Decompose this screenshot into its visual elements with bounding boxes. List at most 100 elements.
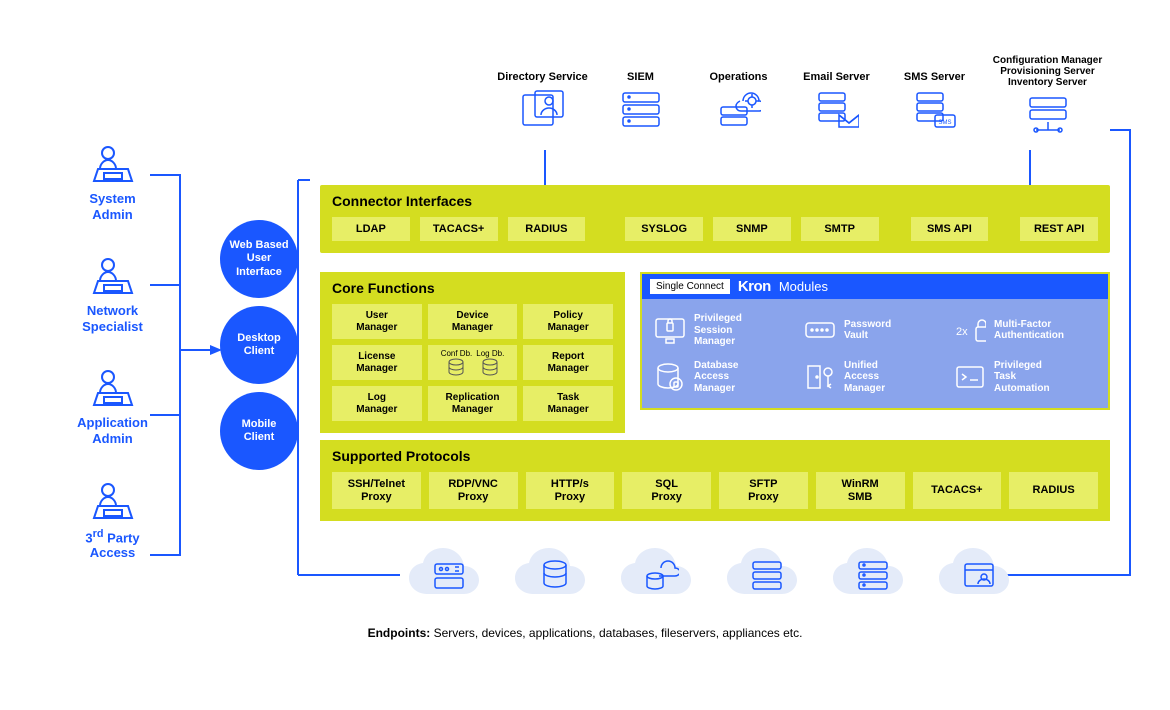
cf-databases: Conf Db. Log Db. <box>428 345 518 380</box>
svc-sms: SMS Server SMS <box>887 55 982 134</box>
modules-badge: Single Connect <box>650 279 730 294</box>
mod-mfa: 2x Multi-FactorAuthentication <box>954 313 1096 348</box>
client-mobile: MobileClient <box>220 392 298 470</box>
user-label: 3rd PartyAccess <box>85 528 139 562</box>
sp-winrm: WinRMSMB <box>816 472 905 509</box>
mod-dam: DatabaseAccessManager <box>654 360 796 395</box>
panel-title: Supported Protocols <box>332 448 1098 464</box>
person-laptop-icon <box>90 257 136 297</box>
svg-text:2x: 2x <box>956 326 968 338</box>
database-icon <box>540 559 570 591</box>
panel-connector-interfaces: Connector Interfaces LDAP TACACS+ RADIUS… <box>320 185 1110 253</box>
cf-log-manager: LogManager <box>332 386 422 421</box>
sp-sftp: SFTPProxy <box>719 472 808 509</box>
ci-restapi: REST API <box>1020 217 1098 241</box>
db-access-icon <box>654 362 686 392</box>
user-system-admin: SystemAdmin <box>55 145 170 222</box>
ci-ldap: LDAP <box>332 217 410 241</box>
endpoint-cloud <box>829 546 917 604</box>
user-3rd-party: 3rd PartyAccess <box>55 482 170 562</box>
sms-server-icon: SMS <box>913 89 957 129</box>
cf-replication-manager: ReplicationManager <box>428 386 518 421</box>
modules-brand: Kron <box>738 278 771 295</box>
person-laptop-icon <box>90 482 136 522</box>
endpoint-cloud <box>405 546 493 604</box>
panel-supported-protocols: Supported Protocols SSH/TelnetProxy RDP/… <box>320 440 1110 521</box>
cf-license-manager: LicenseManager <box>332 345 422 380</box>
endpoint-cloud <box>723 546 811 604</box>
database-icon <box>447 358 465 376</box>
cf-user-manager: UserManager <box>332 304 422 339</box>
server-icon <box>856 559 890 591</box>
cf-device-manager: DeviceManager <box>428 304 518 339</box>
email-server-icon <box>815 89 859 129</box>
svc-config-mgr: Configuration ManagerProvisioning Server… <box>985 55 1110 134</box>
browser-icon <box>962 560 996 590</box>
panel-title: Connector Interfaces <box>332 193 1098 209</box>
mod-pta: PrivilegedTaskAutomation <box>954 360 1096 395</box>
svc-operations: Operations <box>691 55 786 134</box>
svc-siem: SIEM <box>593 55 688 134</box>
panel-title: Core Functions <box>332 280 613 296</box>
cf-task-manager: TaskManager <box>523 386 613 421</box>
vault-icon <box>804 315 836 345</box>
sp-ssh: SSH/TelnetProxy <box>332 472 421 509</box>
endpoints-caption: Endpoints: Servers, devices, application… <box>0 626 1170 640</box>
endpoints-row <box>405 546 1023 604</box>
operations-icon <box>717 89 761 129</box>
endpoint-cloud <box>617 546 705 604</box>
user-roles-column: SystemAdmin NetworkSpecialist Applicatio… <box>55 145 170 596</box>
user-application-admin: ApplicationAdmin <box>55 369 170 446</box>
endpoint-cloud <box>935 546 1023 604</box>
panel-modules: Single Connect Kron Modules PrivilegedSe… <box>640 272 1110 410</box>
db-cloud-icon <box>643 558 679 592</box>
svc-directory: Directory Service <box>495 55 590 134</box>
sp-tacacs: TACACS+ <box>913 472 1002 509</box>
modules-title: Modules <box>779 279 828 294</box>
modules-header: Single Connect Kron Modules <box>642 274 1108 299</box>
client-circles: Web BasedUserInterface DesktopClient Mob… <box>220 220 298 478</box>
architecture-diagram: SystemAdmin NetworkSpecialist Applicatio… <box>0 0 1170 710</box>
ci-smtp: SMTP <box>801 217 879 241</box>
user-label: SystemAdmin <box>89 191 135 222</box>
ci-tacacs: TACACS+ <box>420 217 498 241</box>
server-icon <box>619 89 663 129</box>
sp-rdp: RDP/VNCProxy <box>429 472 518 509</box>
user-label: NetworkSpecialist <box>82 303 143 334</box>
door-key-icon <box>804 362 836 392</box>
inventory-server-icon <box>1026 94 1070 134</box>
ci-radius: RADIUS <box>508 217 586 241</box>
person-laptop-icon <box>90 145 136 185</box>
endpoint-cloud <box>511 546 599 604</box>
sp-sql: SQLProxy <box>622 472 711 509</box>
sp-radius: RADIUS <box>1009 472 1098 509</box>
session-icon <box>654 315 686 345</box>
automation-icon <box>954 362 986 392</box>
person-laptop-icon <box>90 369 136 409</box>
sp-http: HTTP/sProxy <box>526 472 615 509</box>
svc-email: Email Server <box>789 55 884 134</box>
panel-core-functions: Core Functions UserManager DeviceManager… <box>320 272 625 433</box>
db-log-label: Log Db. <box>476 349 504 358</box>
caption-bold: Endpoints: <box>368 626 431 640</box>
mfa-icon: 2x <box>954 315 986 345</box>
ci-smsapi: SMS API <box>911 217 989 241</box>
external-services-row: Directory Service SIEM Operations Email … <box>495 55 1110 134</box>
mod-psm: PrivilegedSessionManager <box>654 313 796 348</box>
ci-syslog: SYSLOG <box>625 217 703 241</box>
cf-policy-manager: PolicyManager <box>523 304 613 339</box>
database-icon <box>481 358 499 376</box>
network-icon <box>431 560 467 590</box>
mod-vault: PasswordVault <box>804 313 946 348</box>
server-icon <box>750 559 784 591</box>
client-web: Web BasedUserInterface <box>220 220 298 298</box>
db-conf-label: Conf Db. <box>441 349 473 358</box>
user-label: ApplicationAdmin <box>77 415 148 446</box>
user-network-specialist: NetworkSpecialist <box>55 257 170 334</box>
mod-uam: UnifiedAccessManager <box>804 360 946 395</box>
client-desktop: DesktopClient <box>220 306 298 384</box>
ci-snmp: SNMP <box>713 217 791 241</box>
cf-report-manager: ReportManager <box>523 345 613 380</box>
directory-icon <box>521 89 565 129</box>
caption-text: Servers, devices, applications, database… <box>430 626 802 640</box>
